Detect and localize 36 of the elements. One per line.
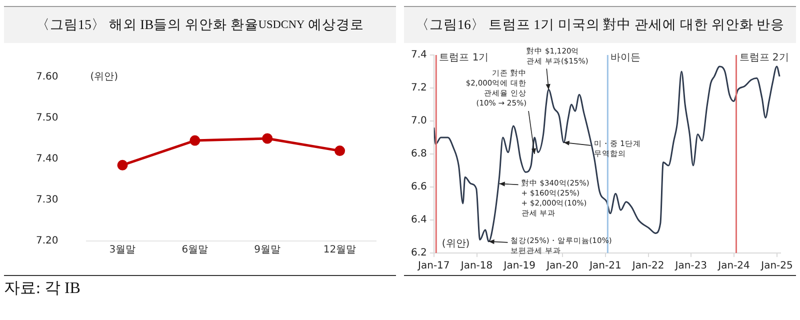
y-tick-label: 7.50 [36, 112, 58, 124]
x-tick-label: Jan-19 [502, 260, 536, 272]
y-tick-label: 7.0 [410, 116, 427, 127]
x-tick-label: Jan-22 [631, 260, 664, 272]
x-tick-label: Jan-17 [417, 260, 450, 272]
y-tick-label: 7.20 [36, 236, 58, 247]
y-tick-label: 7.4 [410, 50, 427, 61]
y-tick-label: 6.4 [410, 214, 427, 226]
point [190, 135, 200, 146]
x-tick-label: Jan-18 [460, 260, 493, 272]
text: 자료: 각 IB [4, 279, 82, 299]
x-tick-label: 6월말 [182, 244, 208, 256]
x-tick-label: 9월말 [254, 244, 281, 256]
y-tick-label: 6.2 [410, 248, 427, 259]
x-tick-label: 3월말 [109, 244, 136, 256]
x-tick-label: 12월말 [323, 244, 356, 256]
y-tick-label: 7.40 [36, 154, 58, 165]
x-tick-label: Jan-20 [546, 260, 578, 272]
ref-line-label: 트럼프 1기 [439, 52, 489, 64]
point [334, 146, 346, 156]
y-axis-title: (위안) [90, 72, 118, 83]
y-tick-label: 7.30 [36, 194, 58, 206]
point [262, 133, 273, 144]
ref-line-label: 바이든 [610, 52, 641, 64]
x-tick-label: Jan-23 [674, 260, 708, 272]
point [117, 160, 128, 170]
ref-line-label: 트럼프 2기 [739, 52, 789, 64]
chart-title: 〈그림16〉 트럼프 1기 미국의 對中 관세에 대한 위안화 반응 [404, 6, 796, 43]
x-tick-label: Jan-24 [717, 260, 750, 272]
y-axis-title: (위안) [442, 238, 470, 250]
y-tick-label: 6.8 [410, 148, 427, 160]
x-tick-label: Jan-25 [760, 260, 793, 272]
y-tick-label: 7.2 [410, 82, 427, 94]
x-tick-label: Jan-21 [588, 260, 622, 272]
y-tick-label: 6.6 [410, 182, 427, 193]
y-tick-label: 7.60 [36, 72, 58, 83]
